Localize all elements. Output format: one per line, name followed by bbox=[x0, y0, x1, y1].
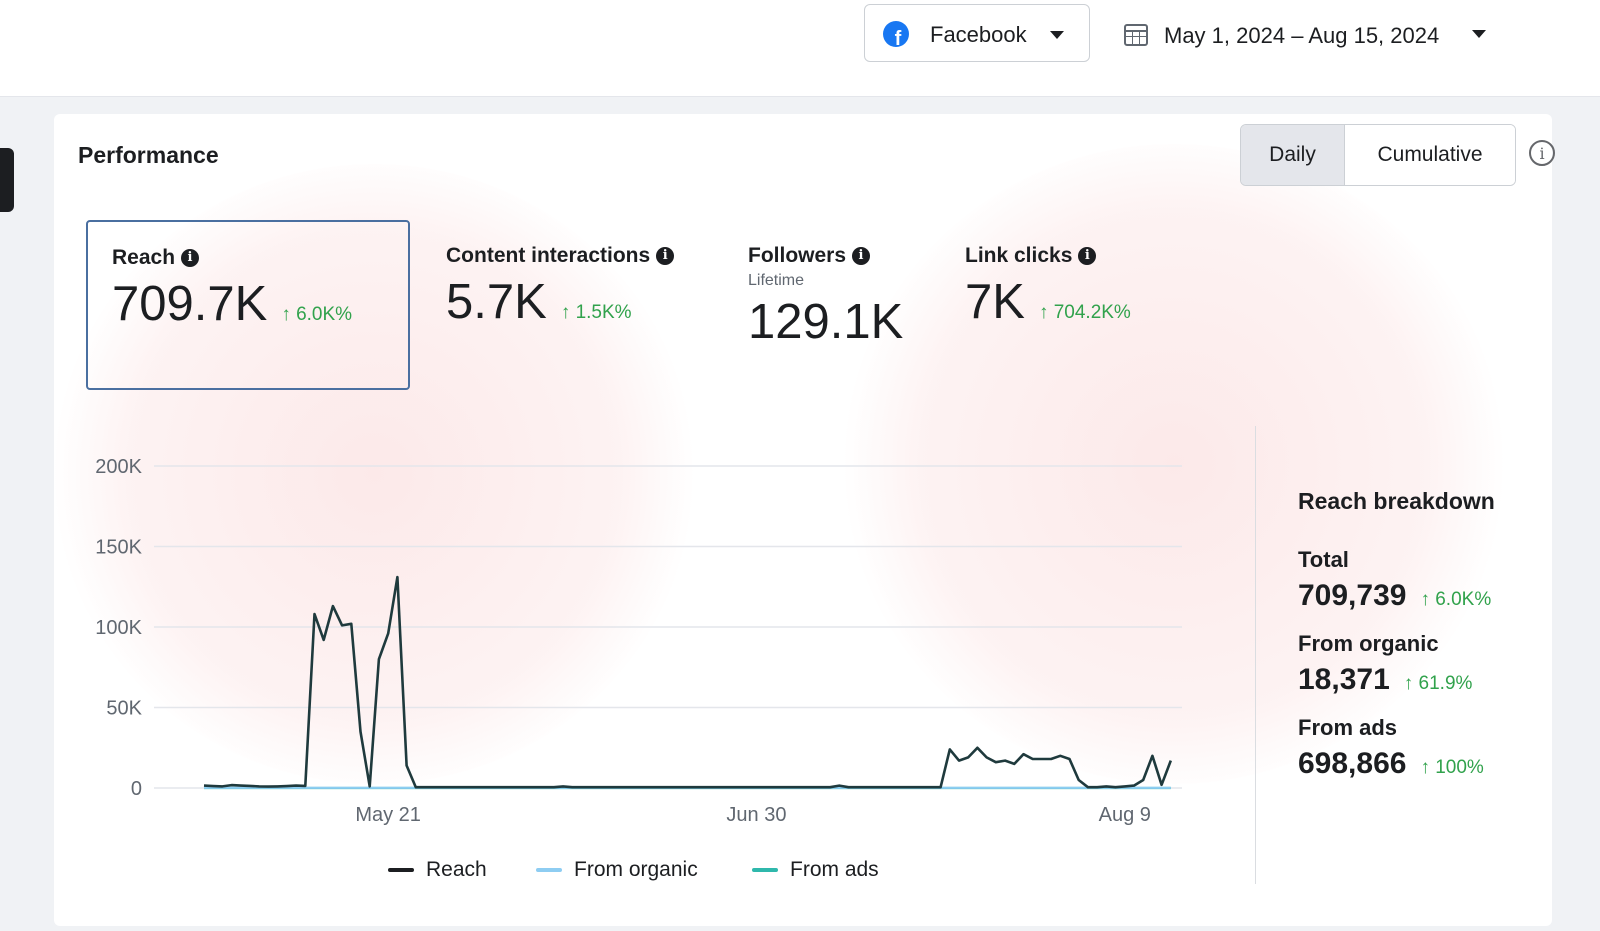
x-tick-label: Aug 9 bbox=[1099, 804, 1151, 826]
facebook-icon: f bbox=[883, 21, 909, 47]
cumulative-button[interactable]: Cumulative bbox=[1345, 125, 1515, 185]
breakdown-value: 18,371 bbox=[1298, 663, 1390, 696]
metric-value: 5.7K bbox=[446, 275, 547, 329]
y-tick-label: 0 bbox=[131, 778, 142, 800]
legend-label: From organic bbox=[574, 858, 698, 881]
legend-label: From ads bbox=[790, 858, 879, 881]
breakdown-label: From ads bbox=[1298, 715, 1398, 740]
metric-content-interactions[interactable]: Content interactions i 5.7K ↑ 1.5K% bbox=[446, 244, 675, 330]
legend-swatch bbox=[536, 868, 562, 872]
metric-change: ↑ 1.5K% bbox=[560, 302, 632, 323]
info-icon[interactable]: i bbox=[656, 247, 675, 265]
metric-followers[interactable]: Followers i Lifetime 129.1K bbox=[748, 244, 903, 350]
platform-dropdown[interactable]: f Facebook bbox=[864, 4, 1090, 62]
breakdown-change: ↑ 6.0K% bbox=[1420, 589, 1492, 610]
y-tick-label: 150K bbox=[95, 537, 142, 559]
metric-reach[interactable]: Reach i 709.7K ↑ 6.0K% bbox=[86, 220, 410, 390]
y-tick-label: 50K bbox=[106, 698, 142, 720]
top-bar: f Facebook May 1, 2024 – Aug 15, 2024 bbox=[0, 0, 1600, 97]
breakdown-label: Total bbox=[1298, 547, 1349, 572]
x-tick-label: May 21 bbox=[355, 804, 421, 826]
chevron-down-icon bbox=[1472, 30, 1486, 38]
breakdown-change: ↑ 61.9% bbox=[1403, 673, 1473, 694]
calendar-icon bbox=[1124, 24, 1148, 46]
metric-change: ↑ 704.2K% bbox=[1038, 302, 1131, 323]
panel-divider bbox=[1255, 426, 1256, 884]
metric-label: Reach bbox=[112, 246, 176, 269]
breakdown-value: 698,866 bbox=[1298, 747, 1407, 780]
legend-label: Reach bbox=[426, 858, 487, 881]
metric-change: ↑ 6.0K% bbox=[281, 304, 353, 325]
legend-ads[interactable]: From ads bbox=[752, 858, 879, 882]
date-range-dropdown[interactable]: May 1, 2024 – Aug 15, 2024 bbox=[1116, 4, 1506, 62]
metric-value: 7K bbox=[965, 275, 1025, 329]
legend-swatch bbox=[752, 868, 778, 872]
side-panel-handle[interactable] bbox=[0, 148, 14, 212]
info-icon[interactable]: i bbox=[852, 247, 871, 265]
info-icon[interactable]: i bbox=[181, 249, 200, 267]
breakdown-label: From organic bbox=[1298, 631, 1439, 656]
metric-label: Content interactions bbox=[446, 244, 651, 267]
metric-label: Link clicks bbox=[965, 244, 1073, 267]
card-title: Performance bbox=[78, 142, 219, 168]
y-tick-label: 200K bbox=[95, 456, 142, 478]
legend-organic[interactable]: From organic bbox=[536, 858, 698, 882]
metric-sublabel: Lifetime bbox=[748, 272, 805, 289]
metric-value: 709.7K bbox=[112, 277, 268, 331]
view-toggle: Daily Cumulative bbox=[1240, 124, 1516, 186]
performance-card: Performance Daily Cumulative i Reach i 70… bbox=[54, 114, 1555, 926]
breakdown-change: ↑ 100% bbox=[1420, 757, 1484, 778]
legend-swatch bbox=[388, 868, 414, 872]
reach-breakdown: Reach breakdown Total 709,739 ↑ 6.0K% Fr… bbox=[1298, 488, 1495, 781]
platform-label: Facebook bbox=[930, 22, 1027, 47]
breakdown-title: Reach breakdown bbox=[1298, 488, 1495, 514]
breakdown-value: 709,739 bbox=[1298, 579, 1407, 612]
reach-line-chart: 0 50K 100K 150K 200K May 21 Jun 30 Aug 9 bbox=[95, 456, 1182, 826]
legend-reach[interactable]: Reach bbox=[388, 858, 487, 882]
date-range-label: May 1, 2024 – Aug 15, 2024 bbox=[1164, 23, 1440, 48]
metric-value: 129.1K bbox=[748, 295, 904, 349]
x-tick-label: Jun 30 bbox=[726, 804, 786, 826]
metric-label: Followers bbox=[748, 244, 847, 267]
info-icon[interactable]: i bbox=[1529, 140, 1555, 166]
info-icon[interactable]: i bbox=[1078, 247, 1097, 265]
metric-link-clicks[interactable]: Link clicks i 7K ↑ 704.2K% bbox=[965, 244, 1131, 330]
series-line-reach bbox=[203, 575, 1173, 789]
daily-button[interactable]: Daily bbox=[1241, 125, 1345, 185]
y-tick-label: 100K bbox=[95, 617, 142, 639]
chevron-down-icon bbox=[1050, 31, 1064, 39]
